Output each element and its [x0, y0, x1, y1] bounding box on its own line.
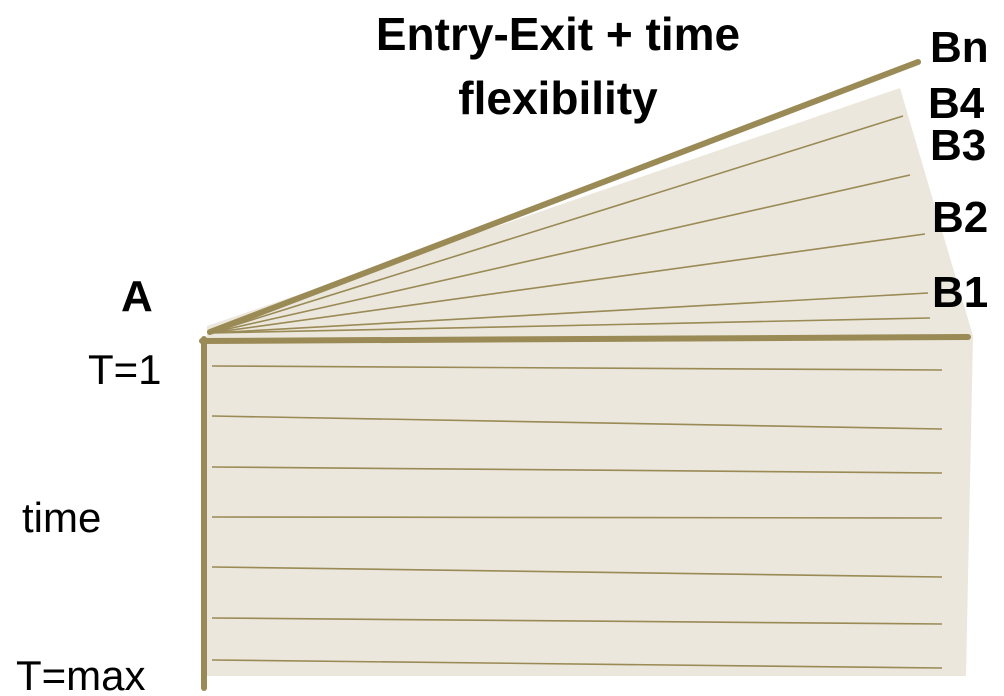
- time-slice-line: [211, 365, 943, 371]
- shaded-region: [207, 88, 973, 676]
- fan-line-b4: [209, 115, 904, 334]
- endpoint-b4-label: B4: [928, 79, 985, 128]
- fan-line-b1-upper: [209, 292, 929, 334]
- time-slice-line: [211, 466, 943, 474]
- time-slice-line: [211, 659, 943, 669]
- endpoint-b3-label: B3: [930, 121, 986, 170]
- time-slice-line: [211, 516, 943, 519]
- endpoint-bn-label: Bn: [930, 23, 989, 72]
- t-start-label: T=1: [88, 346, 162, 393]
- fan-line-b2: [209, 233, 926, 334]
- arrow-a-to-b1: [199, 337, 971, 344]
- endpoint-b2-label: B2: [932, 193, 988, 242]
- title-line-2: flexibility: [458, 72, 658, 124]
- time-slice-line: [211, 617, 943, 625]
- time-slice-line: [211, 566, 943, 578]
- fan-line-b3: [209, 174, 911, 334]
- point-a-label: A: [121, 272, 153, 321]
- fan-line-b1-lower: [209, 317, 931, 334]
- time-slice-line: [211, 415, 943, 430]
- endpoint-b1-label: B1: [932, 268, 988, 317]
- arrow-a-to-bn: [207, 59, 921, 335]
- time-axis-label: time: [22, 494, 101, 541]
- title-line-1: Entry-Exit + time: [376, 8, 740, 60]
- t-end-label: T=max: [16, 652, 146, 696]
- fan-lines: [209, 115, 931, 334]
- time-slice-lines: [211, 365, 943, 669]
